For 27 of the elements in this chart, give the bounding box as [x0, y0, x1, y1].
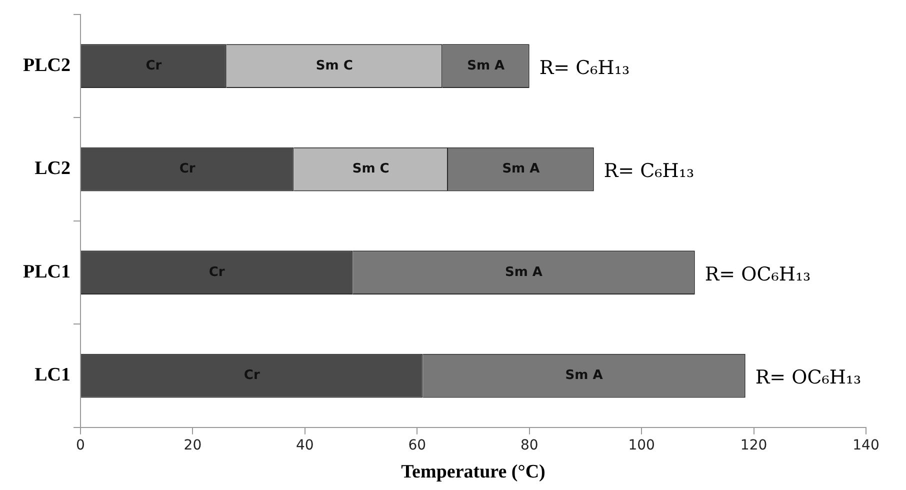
- text: Sm A: [467, 58, 505, 74]
- y-tick-label: LC1: [34, 364, 70, 386]
- series-label: Cr: [208, 264, 226, 280]
- text: Sm C: [352, 162, 390, 177]
- annotation: R= C₆H₁₃: [604, 160, 694, 182]
- x-tick-label: 60: [408, 437, 426, 454]
- x-tick-label: 20: [184, 437, 202, 454]
- text: Sm A: [502, 162, 540, 177]
- x-tick-label: 100: [628, 437, 655, 454]
- annotation: R= C₆H₁₃: [539, 56, 630, 79]
- y-tick-label: PLC1: [23, 261, 70, 282]
- text: Cr: [244, 368, 260, 384]
- series-label: Sm A: [504, 264, 542, 280]
- y-tick-label: PLC2: [23, 54, 70, 76]
- text: Cr: [179, 162, 196, 177]
- x-tick-label: 140: [852, 437, 880, 454]
- x-axis-title: Temperature (°C): [401, 462, 546, 483]
- x-tick-label: 40: [296, 437, 314, 454]
- series-label: Sm C: [316, 58, 353, 74]
- x-tick-label: 0: [76, 437, 85, 454]
- x-tick-label: 80: [520, 437, 538, 454]
- x-tick-label: 120: [740, 437, 768, 454]
- y-tick-label: LC2: [34, 158, 70, 180]
- text: Cr: [146, 58, 162, 74]
- annotation: R= OC₆H₁₃: [755, 366, 862, 389]
- text: Sm A: [565, 368, 603, 384]
- annotation: R= OC₆H₁₃: [704, 263, 811, 286]
